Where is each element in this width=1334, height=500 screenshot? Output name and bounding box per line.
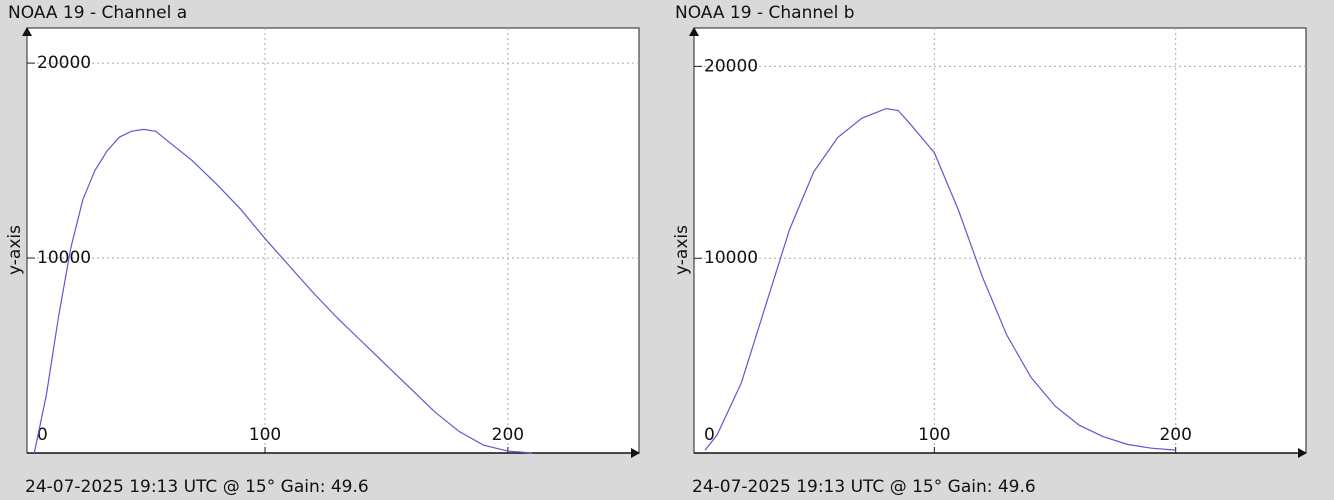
x-tick-label: 200 (492, 425, 524, 445)
x-axis-arrow (631, 448, 640, 458)
y-tick-label: 10000 (704, 248, 758, 268)
y-tick-label: 20000 (37, 53, 91, 73)
footer: 24-07-2025 19:13 UTC @ 15° Gain: 49.6 (692, 477, 1036, 497)
x-tick-label: 100 (918, 425, 950, 445)
y-axis-arrow (689, 27, 699, 36)
y-tick-label: 20000 (704, 56, 758, 76)
x-tick-label: 0 (704, 425, 715, 445)
x-tick-label: 100 (249, 425, 281, 445)
plot-area (693, 27, 1307, 454)
y-axis-label: y-axis (672, 225, 692, 275)
chart-title: NOAA 19 - Channel a (8, 3, 187, 23)
chart-title: NOAA 19 - Channel b (675, 3, 855, 23)
y-axis-arrow (22, 27, 32, 36)
y-tick-label: 10000 (37, 248, 91, 268)
footer: 24-07-2025 19:13 UTC @ 15° Gain: 49.6 (25, 477, 369, 497)
x-tick-label: 200 (1159, 425, 1191, 445)
y-axis-label: y-axis (5, 225, 25, 275)
x-tick-label: 0 (37, 425, 48, 445)
x-axis-arrow (1298, 448, 1307, 458)
plot-area (26, 27, 640, 454)
data-line (33, 128, 533, 454)
data-line (704, 107, 1176, 451)
